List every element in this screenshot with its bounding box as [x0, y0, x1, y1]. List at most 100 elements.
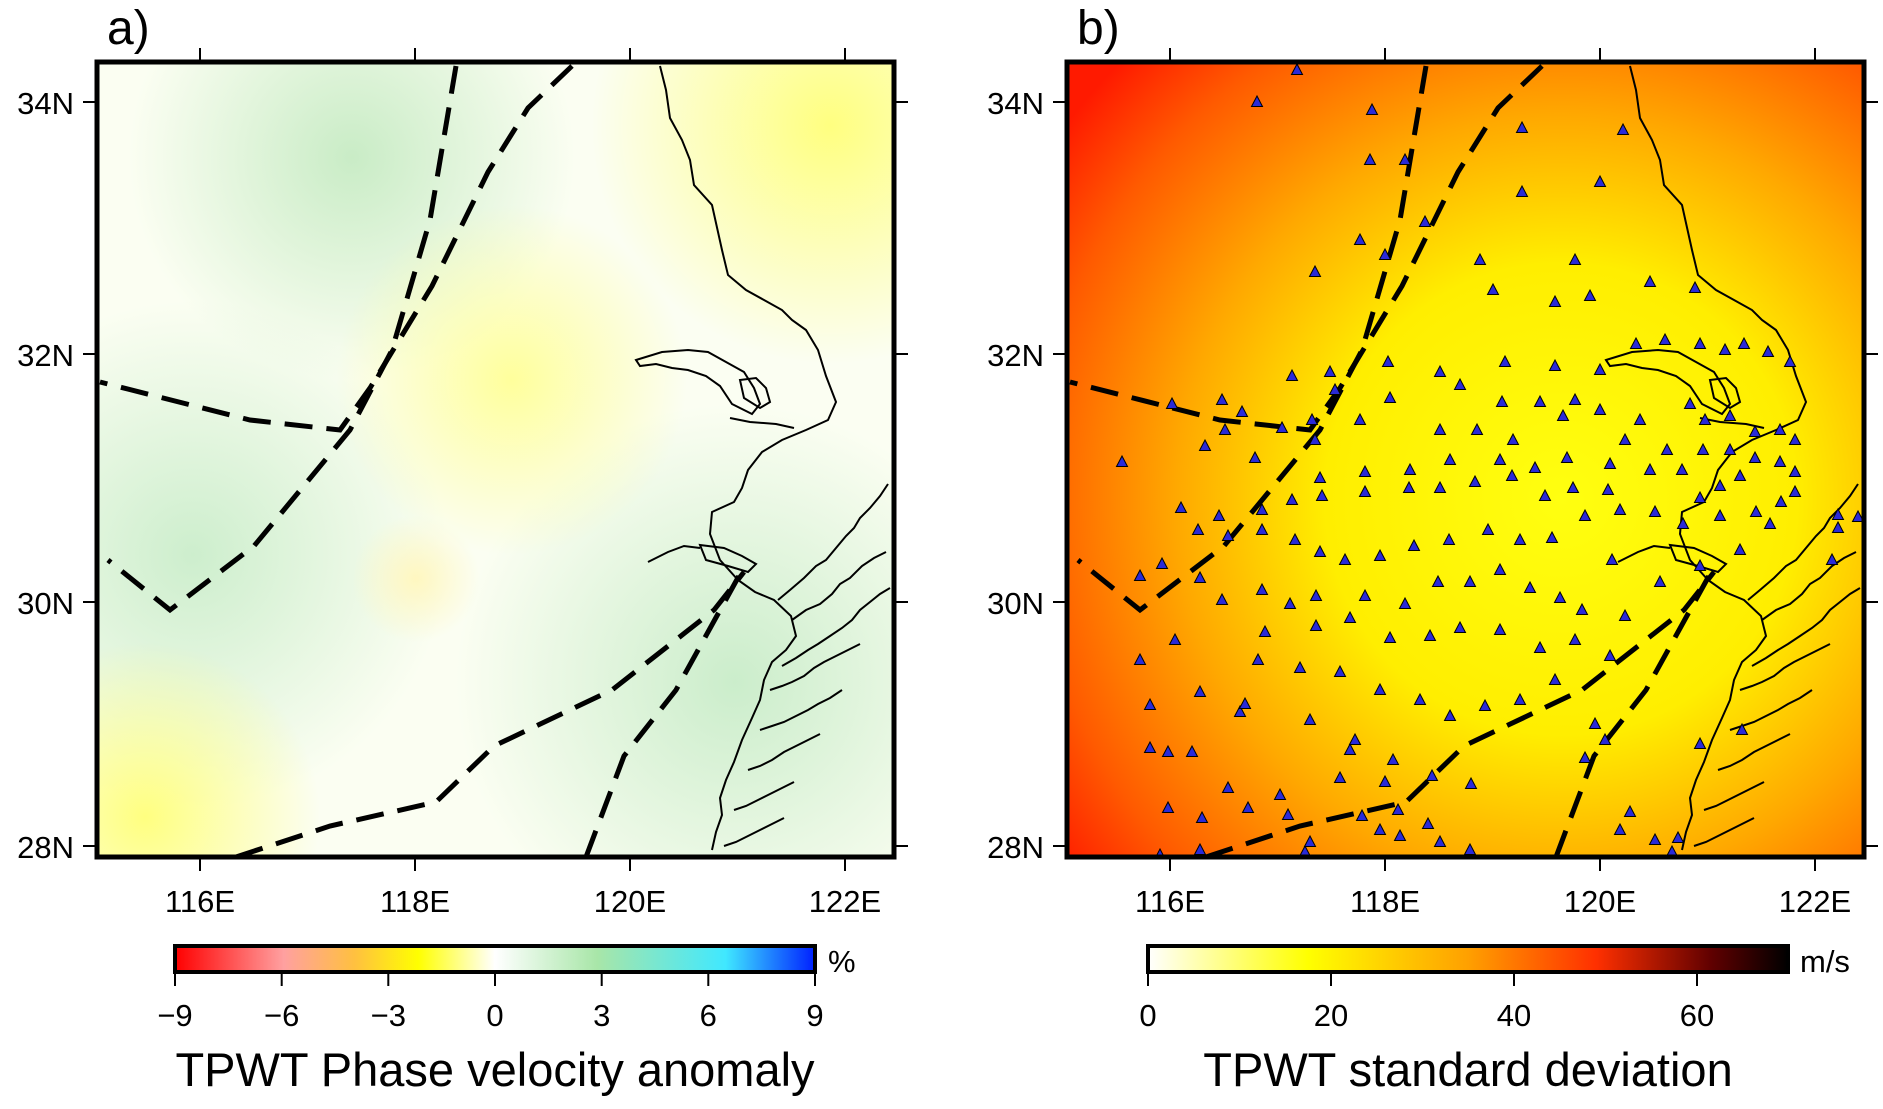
colorbar-a-title: TPWT Phase velocity anomaly	[175, 1043, 815, 1096]
station-triangle-icon	[1698, 412, 1712, 425]
station-triangle-icon	[1251, 652, 1265, 665]
station-triangle-icon	[1315, 488, 1329, 501]
station-triangle-icon	[1568, 252, 1582, 265]
station-triangle-icon	[1453, 620, 1467, 633]
x-tick-label: 118E	[1350, 884, 1420, 919]
station-triangle-icon	[1658, 332, 1672, 345]
station-triangle-icon	[1238, 696, 1252, 709]
station-triangle-icon	[1623, 804, 1637, 817]
station-triangle-icon	[1255, 502, 1269, 515]
station-triangle-icon	[1513, 532, 1527, 545]
station-triangle-icon	[1198, 438, 1212, 451]
station-triangle-icon	[1831, 507, 1845, 520]
station-triangle-icon	[1583, 288, 1597, 301]
station-triangle-icon	[1442, 532, 1456, 545]
station-triangle-icon	[1528, 460, 1542, 473]
station-triangle-icon	[1305, 412, 1319, 425]
station-triangle-icon	[1548, 358, 1562, 371]
station-triangle-icon	[1553, 590, 1567, 603]
station-triangle-icon	[1748, 424, 1762, 437]
panel-a-x-tick-labels: 116E 118E 120E 122E	[165, 884, 881, 919]
station-triangle-icon	[1464, 776, 1478, 789]
station-triangle-icon	[1568, 392, 1582, 405]
station-triangle-icon	[1493, 562, 1507, 575]
station-triangle-icon	[1568, 632, 1582, 645]
station-triangle-icon	[1433, 834, 1447, 847]
panel-b-x-tick-labels: 116E 118E 120E 122E	[1135, 884, 1851, 919]
station-triangle-icon	[1575, 602, 1589, 615]
y-tick-label: 28N	[987, 830, 1044, 865]
station-triangle-icon	[1174, 500, 1188, 513]
station-triangle-icon	[1566, 480, 1580, 493]
station-triangle-icon	[1333, 770, 1347, 783]
colorbar-a-unit: %	[828, 944, 856, 979]
station-triangle-icon	[1593, 402, 1607, 415]
y-tick-label: 30N	[17, 586, 74, 621]
station-triangle-icon	[1383, 630, 1397, 643]
station-triangle-icon	[1393, 828, 1407, 841]
panel-a-colorbar: −9 −6 −3 0 3 6 9 % TPWT Phase velocity a…	[157, 944, 856, 1096]
station-triangle-icon	[1493, 622, 1507, 635]
station-triangle-icon	[1598, 732, 1612, 745]
station-triangle-icon	[1309, 588, 1323, 601]
station-triangle-icon	[1693, 736, 1707, 749]
station-triangle-icon	[1248, 450, 1262, 463]
station-triangle-icon	[1258, 624, 1272, 637]
station-triangle-icon	[1133, 652, 1147, 665]
station-triangle-icon	[1433, 480, 1447, 493]
station-triangle-icon	[1221, 780, 1235, 793]
station-triangle-icon	[1773, 454, 1787, 467]
station-triangle-icon	[1548, 294, 1562, 307]
station-triangle-icon	[1373, 822, 1387, 835]
station-triangle-icon	[1355, 808, 1369, 821]
station-triangle-icon	[1353, 412, 1367, 425]
station-triangle-icon	[1285, 368, 1299, 381]
station-triangle-icon	[1143, 740, 1157, 753]
station-triangle-icon	[1293, 660, 1307, 673]
station-triangle-icon	[1143, 697, 1157, 710]
station-triangle-icon	[1523, 580, 1537, 593]
station-triangle-icon	[1718, 342, 1732, 355]
x-tick-label: 116E	[1135, 884, 1205, 919]
station-triangle-icon	[1407, 538, 1421, 551]
station-triangle-icon	[1773, 422, 1787, 435]
y-tick-label: 30N	[987, 586, 1044, 621]
station-triangle-icon	[1398, 596, 1412, 609]
station-triangle-icon	[1831, 520, 1845, 533]
station-triangle-icon	[1671, 830, 1685, 843]
station-triangle-icon	[1328, 382, 1342, 395]
station-triangle-icon	[1495, 394, 1509, 407]
station-triangle-icon	[1241, 800, 1255, 813]
panel-b: b) 116E 118E 120E 122E 28N	[987, 2, 1878, 1096]
station-triangle-icon	[1281, 807, 1295, 820]
station-triangle-icon	[1605, 552, 1619, 565]
colorbar-b-unit: m/s	[1800, 944, 1850, 979]
station-triangle-icon	[1333, 664, 1347, 677]
station-triangle-icon	[1463, 574, 1477, 587]
panel-a: a) 116E 118E 120E	[17, 2, 908, 1096]
colorbar-a-tick: 0	[486, 998, 503, 1033]
station-triangle-icon	[1403, 462, 1417, 475]
std-field-background	[1067, 62, 1864, 857]
station-triangle-icon	[1285, 492, 1299, 505]
station-triangle-icon	[1381, 354, 1395, 367]
station-triangle-icon	[1693, 558, 1707, 571]
station-triangle-icon	[1161, 800, 1175, 813]
station-triangle-icon	[1613, 502, 1627, 515]
colorbar-a-bar	[173, 944, 817, 974]
station-triangle-icon	[1343, 742, 1357, 755]
station-triangle-icon	[1313, 544, 1327, 557]
panel-b-map	[1067, 62, 1864, 857]
y-tick-label: 28N	[17, 830, 74, 865]
station-triangle-icon	[1788, 464, 1802, 477]
station-triangle-icon	[1212, 508, 1226, 521]
anomaly-field-patch	[97, 62, 894, 857]
station-triangle-icon	[1851, 509, 1864, 522]
panel-a-frame	[94, 59, 897, 860]
station-triangle-icon	[1498, 354, 1512, 367]
station-triangle-icon	[1723, 408, 1737, 421]
station-triangle-icon	[1478, 698, 1492, 711]
panel-a-label: a)	[107, 2, 150, 55]
station-triangle-icon	[1601, 482, 1615, 495]
station-triangle-icon	[1593, 362, 1607, 375]
